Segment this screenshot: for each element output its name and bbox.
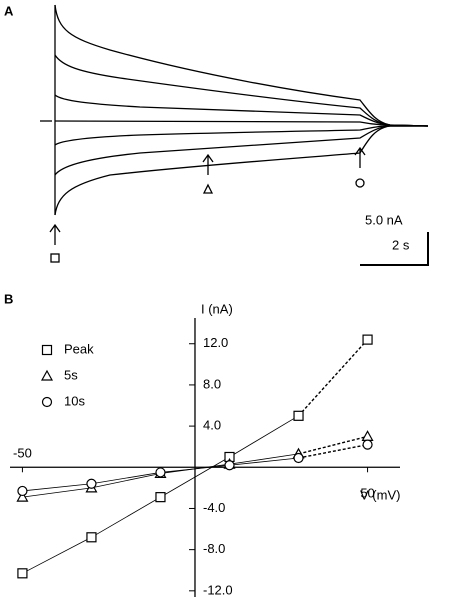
legend-marker <box>40 369 54 381</box>
scale-bar <box>360 232 429 266</box>
series-segment <box>298 435 368 455</box>
series-segment <box>91 496 161 538</box>
trace <box>54 125 428 176</box>
marker <box>155 467 166 478</box>
y-tick-label: -8.0 <box>203 541 225 556</box>
arrow <box>354 146 366 168</box>
legend-marker <box>41 396 53 408</box>
marker <box>17 485 28 497</box>
trace <box>54 125 428 146</box>
marker <box>293 410 304 421</box>
marker <box>17 568 28 579</box>
legend-marker <box>41 344 53 356</box>
series-segment <box>298 339 369 417</box>
marker <box>86 478 97 489</box>
marker <box>362 334 373 345</box>
series-segment <box>91 472 161 485</box>
x-tick-label: -50 <box>13 446 32 461</box>
marker <box>86 532 97 543</box>
marker <box>16 490 29 502</box>
marker <box>155 492 166 503</box>
arrow <box>202 153 214 175</box>
x-tick-label: 50 <box>360 486 374 501</box>
y-tick-label: 4.0 <box>203 418 221 433</box>
marker <box>361 430 374 441</box>
series-segment <box>229 415 299 458</box>
iv-plot: I (nA) V (mV) 12.0 8.0 4.0 -4.0 -8.0 -12.0 -50 50… <box>10 301 400 597</box>
panel-a <box>40 4 429 266</box>
trace <box>54 4 429 127</box>
trace <box>54 94 429 127</box>
square-marker <box>50 253 60 263</box>
y-tick-label: 8.0 <box>203 376 221 391</box>
trace <box>54 54 429 127</box>
y-tick-label: 12.0 <box>203 335 228 350</box>
series-segment <box>298 443 368 459</box>
series-segment <box>22 536 92 574</box>
y-tick-label: -12.0 <box>203 582 233 597</box>
series-segment <box>229 457 299 466</box>
series-segment <box>160 464 230 473</box>
scale-label: 5.0 nA <box>365 212 403 227</box>
marker <box>362 439 373 450</box>
series-segment <box>91 473 161 489</box>
trace <box>54 120 429 127</box>
marker <box>224 460 235 471</box>
panel-label: B <box>4 291 13 306</box>
y-tick-label: -4.0 <box>203 500 225 515</box>
scale-label: 2 s <box>392 237 410 252</box>
series-segment <box>229 453 299 465</box>
panel-label: A <box>4 3 14 18</box>
series-segment <box>160 456 230 498</box>
x-axis-label: V (mV) <box>360 488 400 503</box>
arrow <box>49 223 61 245</box>
legend-label: 10s <box>64 393 85 408</box>
series-segment <box>22 483 92 492</box>
series-segment <box>22 487 92 498</box>
legend-label: Peak <box>64 341 94 356</box>
triangle-marker <box>202 183 214 194</box>
circle-marker <box>355 178 365 188</box>
y-axis-label: I (nA) <box>201 301 233 316</box>
legend-label: 5s <box>64 367 78 382</box>
trace <box>54 125 428 216</box>
marker <box>293 452 304 464</box>
